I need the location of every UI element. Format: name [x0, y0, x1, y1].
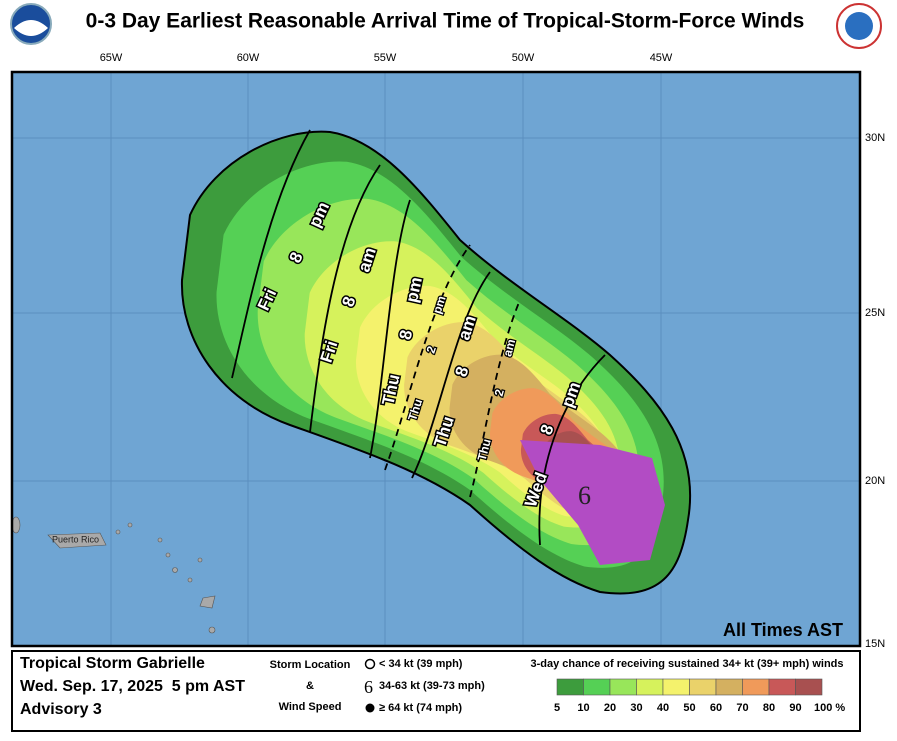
wind-class: ≥ 64 kt (74 mph)	[379, 702, 462, 714]
scale-box	[583, 678, 611, 696]
lat-label: 20N	[865, 475, 885, 487]
scale-box	[556, 678, 584, 696]
note: All Times AST	[723, 620, 843, 640]
scale-tick: 60	[710, 702, 722, 714]
scale-box	[768, 678, 796, 696]
scale-box	[689, 678, 717, 696]
datetime: Wed. Sep. 17, 2025 5 pm AST	[20, 678, 245, 695]
scale-tick: 10	[577, 702, 589, 714]
outline	[180, 130, 692, 595]
symbol-ts: 6	[364, 677, 373, 697]
nws-logo	[836, 3, 882, 49]
scale-box	[795, 678, 823, 696]
time-label: am	[500, 338, 518, 358]
title: 0-3 Day Earliest Reasonable Arrival Time…	[86, 10, 805, 33]
storm-symbol: 6	[578, 481, 591, 510]
place-label: Puerto Rico	[52, 534, 99, 544]
scale-box	[662, 678, 690, 696]
advisory: Advisory 3	[20, 701, 102, 718]
scale-tick: 30	[630, 702, 642, 714]
noaa-logo	[10, 3, 52, 45]
lon-label: 55W	[374, 52, 397, 64]
lon-label: 60W	[237, 52, 260, 64]
scale-tick: 100 %	[814, 702, 845, 714]
scale-box	[742, 678, 770, 696]
lon-label: 50W	[512, 52, 535, 64]
scale-tick: 80	[763, 702, 775, 714]
wind-class: < 34 kt (39 mph)	[379, 658, 463, 670]
isochrone-lines	[231, 129, 606, 546]
scale-title: 3-day chance of receiving sustained 34+ …	[531, 658, 844, 670]
scale-tick: 70	[736, 702, 748, 714]
wind-class: 34-63 kt (39-73 mph)	[379, 680, 485, 692]
amp: &	[306, 680, 314, 692]
lat-label: 30N	[865, 132, 885, 144]
symbol-hu	[365, 703, 375, 713]
scale-tick: 20	[604, 702, 616, 714]
scale-tick: 90	[789, 702, 801, 714]
probability-core	[520, 440, 665, 565]
map-frame	[10, 70, 862, 648]
symbol-low	[364, 658, 376, 670]
islands	[11, 516, 216, 634]
time-label: pm	[430, 294, 449, 315]
wind-title: Wind Speed	[279, 701, 342, 713]
lon-label: 65W	[100, 52, 123, 64]
location-title: Storm Location	[270, 659, 351, 671]
scale-tick: 50	[683, 702, 695, 714]
scale-box	[715, 678, 743, 696]
time-label: Thu	[405, 397, 425, 422]
scale-box	[636, 678, 664, 696]
color-scale: 5 10 20 30 40 50 60 70 80 90 100 %	[554, 678, 845, 714]
lat-label: 25N	[865, 307, 885, 319]
lat-label: 15N	[865, 638, 885, 650]
scale-tick: 40	[657, 702, 669, 714]
scale-tick: 5	[554, 702, 560, 714]
storm-name: Tropical Storm Gabrielle	[20, 655, 205, 672]
scale-box	[609, 678, 637, 696]
lon-label: 45W	[650, 52, 673, 64]
